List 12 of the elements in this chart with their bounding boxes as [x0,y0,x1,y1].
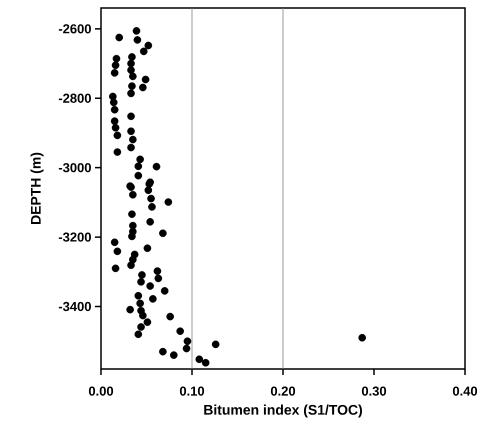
y-tick-label: -3400 [58,302,91,312]
x-tick-label: 0.20 [270,386,296,396]
y-tick-label: -2600 [58,24,91,34]
y-tick-label: -2800 [58,94,91,103]
y-tick-label: -3200 [58,232,91,242]
y-axis-title: DEPTH (m) [30,152,44,224]
x-tick-label: 0.00 [88,386,114,396]
x-tick-label: 0.40 [452,386,478,396]
y-tick-label: -3000 [58,163,91,172]
x-axis-title: Bitumen index (S1/TOC) [204,404,362,418]
x-tick-label: 0.30 [362,386,386,396]
x-tick-label: 0.10 [180,386,204,396]
